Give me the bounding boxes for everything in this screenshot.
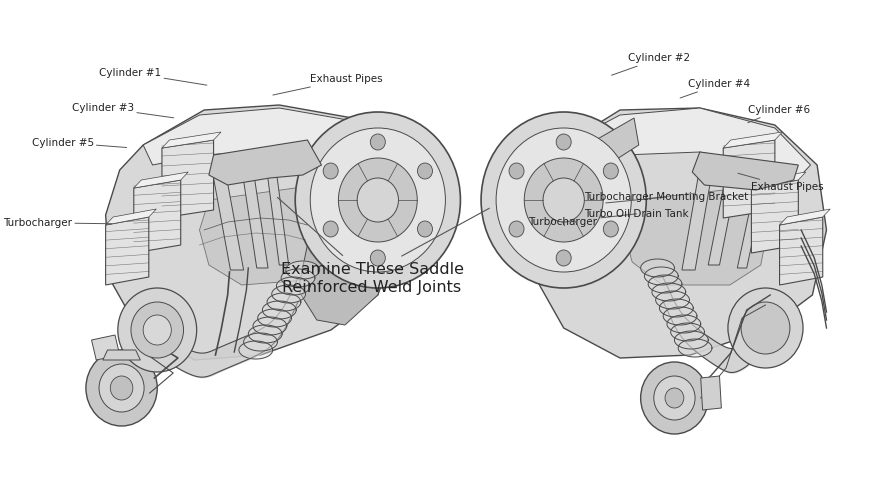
Polygon shape: [644, 267, 678, 285]
Polygon shape: [564, 108, 810, 178]
Polygon shape: [134, 172, 188, 188]
Circle shape: [357, 178, 399, 222]
Text: Turbo Oil Drain Tank: Turbo Oil Drain Tank: [584, 209, 689, 219]
Circle shape: [131, 302, 184, 358]
Polygon shape: [92, 335, 120, 360]
Polygon shape: [241, 162, 268, 268]
Polygon shape: [780, 217, 823, 285]
Polygon shape: [737, 158, 770, 268]
Polygon shape: [664, 307, 697, 325]
Circle shape: [556, 250, 571, 266]
Circle shape: [370, 134, 385, 150]
Circle shape: [417, 221, 432, 237]
Text: Turbocharger Mounting Bracket: Turbocharger Mounting Bracket: [584, 192, 749, 203]
Polygon shape: [262, 301, 297, 319]
Circle shape: [509, 163, 524, 179]
Circle shape: [110, 376, 133, 400]
Polygon shape: [209, 140, 321, 185]
Polygon shape: [678, 339, 712, 357]
Polygon shape: [265, 158, 289, 265]
Circle shape: [370, 250, 385, 266]
Circle shape: [143, 315, 172, 345]
Text: Cylinder #6: Cylinder #6: [748, 105, 810, 123]
Text: Cylinder #1: Cylinder #1: [99, 68, 207, 85]
Polygon shape: [200, 185, 345, 285]
Polygon shape: [752, 172, 806, 188]
Polygon shape: [531, 108, 826, 358]
Polygon shape: [693, 152, 798, 190]
Polygon shape: [656, 291, 689, 309]
Polygon shape: [106, 209, 157, 225]
Polygon shape: [286, 261, 319, 279]
Polygon shape: [106, 217, 149, 285]
Polygon shape: [723, 140, 775, 218]
Circle shape: [481, 112, 646, 288]
Polygon shape: [641, 259, 674, 277]
Polygon shape: [682, 162, 714, 270]
Circle shape: [118, 288, 196, 372]
Polygon shape: [253, 317, 287, 335]
Circle shape: [641, 362, 708, 434]
Circle shape: [543, 178, 584, 222]
Polygon shape: [536, 118, 639, 220]
Polygon shape: [623, 188, 770, 285]
Polygon shape: [272, 285, 305, 303]
Circle shape: [741, 302, 790, 354]
Polygon shape: [258, 309, 291, 327]
Circle shape: [654, 376, 695, 420]
Circle shape: [509, 221, 524, 237]
Polygon shape: [276, 277, 311, 295]
Circle shape: [311, 128, 445, 272]
Circle shape: [417, 163, 432, 179]
Polygon shape: [674, 331, 708, 349]
Polygon shape: [268, 293, 301, 311]
Text: Examine These Saddle
Reinforced Weld Joints: Examine These Saddle Reinforced Weld Joi…: [281, 262, 464, 295]
Polygon shape: [652, 283, 686, 301]
Text: Turbocharger: Turbocharger: [528, 217, 598, 227]
Polygon shape: [723, 132, 782, 148]
Circle shape: [728, 288, 803, 368]
Circle shape: [295, 112, 460, 288]
Polygon shape: [212, 168, 244, 270]
Polygon shape: [649, 275, 682, 293]
Circle shape: [323, 163, 338, 179]
Polygon shape: [667, 315, 700, 333]
Polygon shape: [103, 350, 140, 360]
Polygon shape: [752, 180, 798, 253]
Circle shape: [339, 158, 417, 242]
Circle shape: [604, 221, 619, 237]
Circle shape: [86, 350, 158, 426]
Text: Cylinder #5: Cylinder #5: [32, 138, 127, 148]
Polygon shape: [244, 333, 277, 351]
Polygon shape: [162, 140, 214, 218]
Text: Cylinder #4: Cylinder #4: [680, 79, 751, 98]
Polygon shape: [780, 209, 830, 225]
Polygon shape: [106, 105, 401, 360]
Polygon shape: [298, 158, 397, 325]
Text: Exhaust Pipes: Exhaust Pipes: [738, 173, 824, 192]
Polygon shape: [143, 108, 387, 175]
Polygon shape: [239, 341, 273, 359]
Text: Exhaust Pipes: Exhaust Pipes: [273, 74, 383, 95]
Polygon shape: [671, 323, 705, 341]
Polygon shape: [708, 156, 741, 265]
Circle shape: [99, 364, 144, 412]
Polygon shape: [248, 325, 282, 343]
Polygon shape: [134, 180, 180, 253]
Polygon shape: [700, 376, 722, 410]
Text: Cylinder #3: Cylinder #3: [72, 103, 173, 118]
Text: Turbocharger: Turbocharger: [4, 218, 112, 228]
Polygon shape: [282, 269, 315, 287]
Polygon shape: [162, 132, 221, 148]
Polygon shape: [659, 299, 693, 317]
Circle shape: [665, 388, 684, 408]
Circle shape: [496, 128, 631, 272]
Circle shape: [524, 158, 603, 242]
Circle shape: [604, 163, 619, 179]
Text: Cylinder #2: Cylinder #2: [612, 53, 690, 75]
Circle shape: [323, 221, 338, 237]
Circle shape: [556, 134, 571, 150]
